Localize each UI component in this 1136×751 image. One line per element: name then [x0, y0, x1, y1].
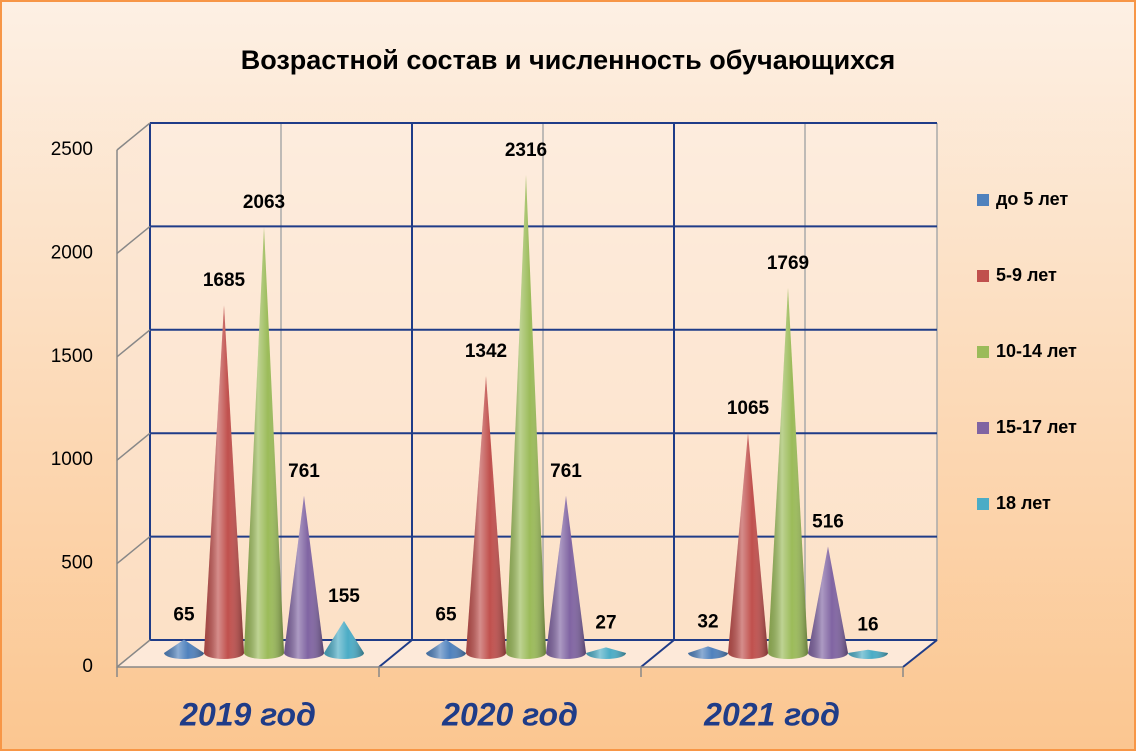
chart-title: Возрастной состав и численность обучающи…	[241, 45, 896, 75]
data-label: 1342	[465, 341, 507, 362]
data-label: 761	[288, 461, 320, 482]
cone-shade	[164, 639, 204, 659]
cone-shade	[848, 649, 888, 659]
x-tick-label: 2019 год	[179, 696, 316, 732]
cone-shade	[324, 621, 364, 659]
legend-label: 15-17 лет	[996, 417, 1077, 437]
cone-shade	[728, 433, 768, 659]
y-tick-label: 1000	[51, 449, 93, 470]
grid-line-side	[116, 122, 151, 151]
legend-swatch	[977, 270, 989, 282]
cone-shade	[284, 495, 324, 659]
cone-shade	[688, 646, 728, 659]
cone-shade	[506, 174, 546, 659]
cone-shade	[808, 546, 848, 659]
grid-line-side	[116, 225, 151, 254]
cone-shade	[426, 639, 466, 659]
grid-line-side	[116, 329, 151, 358]
group-dividers	[149, 123, 938, 668]
cone-shade	[768, 287, 808, 659]
grid-line-side	[116, 639, 151, 668]
data-label: 1685	[203, 270, 246, 291]
cone-shade	[466, 376, 506, 659]
legend-swatch	[977, 194, 989, 206]
legend-label: до 5 лет	[996, 189, 1068, 209]
y-tick-label: 0	[82, 656, 93, 677]
grid-line-side	[116, 432, 151, 461]
data-label: 27	[595, 612, 616, 633]
data-label: 2316	[505, 140, 547, 161]
cone-shade	[586, 647, 626, 659]
y-tick-label: 2000	[51, 242, 93, 263]
data-label: 32	[697, 611, 718, 632]
wall-dividers	[280, 123, 938, 640]
data-label: 16	[857, 615, 878, 636]
legend-swatch	[977, 498, 989, 510]
side-wall	[116, 121, 151, 669]
legend-swatch	[977, 422, 989, 434]
x-axis	[116, 150, 904, 677]
cone-shade	[244, 227, 284, 660]
data-label: 155	[328, 586, 360, 607]
y-tick-label: 1500	[51, 346, 93, 367]
x-tick-label: 2021 год	[703, 696, 840, 732]
cone-shade	[546, 495, 586, 659]
data-label: 1769	[767, 253, 809, 274]
legend-label: 10-14 лет	[996, 341, 1077, 361]
y-tick-label: 500	[61, 553, 93, 574]
data-label: 516	[812, 512, 844, 533]
y-tick-label: 2500	[51, 139, 93, 160]
cone-shade	[204, 305, 244, 659]
data-label: 65	[435, 605, 457, 626]
legend-label: 5-9 лет	[996, 265, 1057, 285]
data-label: 2063	[243, 192, 285, 213]
legend-swatch	[977, 346, 989, 358]
data-label: 65	[173, 605, 195, 626]
x-tick-label: 2020 год	[441, 696, 578, 732]
data-label: 761	[550, 461, 582, 482]
legend-label: 18 лет	[996, 493, 1051, 513]
data-label: 1065	[727, 398, 770, 419]
grid-line-side	[116, 536, 151, 565]
